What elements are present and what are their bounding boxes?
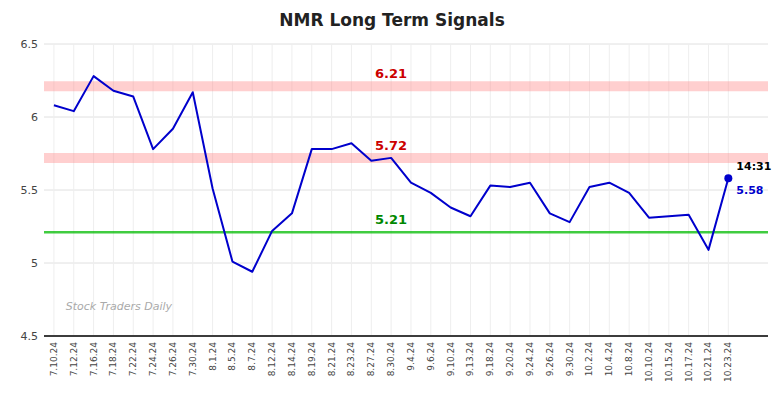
x-tick-label: 10.15.24: [664, 342, 674, 382]
last-time: 14:31: [736, 160, 771, 173]
x-tick-label: 9.6.24: [426, 342, 436, 371]
x-tick-label: 7.22.24: [128, 342, 138, 377]
x-tick-label: 7.24.24: [148, 342, 158, 377]
y-tick-label: 4.5: [21, 330, 39, 343]
grid-line: [44, 336, 768, 337]
y-tick-label: 6.5: [21, 38, 39, 51]
x-axis: [44, 335, 768, 337]
last-point: [724, 174, 732, 182]
x-tick-label: 8.12.24: [267, 342, 277, 377]
x-tick-label: 7.26.24: [168, 342, 178, 377]
x-tick-label: 10.4.24: [604, 342, 614, 377]
x-tick-label: 8.19.24: [307, 342, 317, 377]
x-tick-label: 10.8.24: [624, 342, 634, 377]
x-tick-label: 7.10.24: [49, 342, 59, 377]
reference-line: [44, 231, 768, 234]
x-tick-label: 7.30.24: [188, 342, 198, 377]
x-tick-label: 9.26.24: [545, 342, 555, 377]
title: NMR Long Term Signals: [279, 10, 505, 30]
grid: [44, 44, 768, 336]
x-tick-label: 9.10.24: [446, 342, 456, 377]
band-line: [44, 153, 768, 163]
line: [54, 76, 728, 272]
x-tick-label: 9.13.24: [465, 342, 475, 377]
x-tick-label: 10.17.24: [684, 342, 694, 382]
reference-label: 5.72: [375, 138, 407, 153]
band-line: [44, 81, 768, 91]
y-tick-label: 6: [31, 111, 38, 124]
x-tick-label: 7.16.24: [89, 342, 99, 377]
watermark: Stock Traders Daily: [66, 300, 173, 313]
x-tick-label: 7.12.24: [69, 342, 79, 377]
x-tick-label: 9.18.24: [485, 342, 495, 377]
x-tick-label: 9.30.24: [565, 342, 575, 377]
x-tick-label: 9.20.24: [505, 342, 515, 377]
x-tick-label: 8.21.24: [327, 342, 337, 377]
x-tick-label: 8.7.24: [247, 342, 257, 371]
x-tick-label: 10.2.24: [584, 342, 594, 377]
x-tick-label: 8.27.24: [366, 342, 376, 377]
plot-area: [44, 76, 768, 272]
x-tick-label: 8.1.24: [208, 342, 218, 371]
x-tick-label: 10.10.24: [644, 342, 654, 382]
x-tick-label: 9.4.24: [406, 342, 416, 371]
x-tick-label: 7.18.24: [108, 342, 118, 377]
last-value: 5.58: [736, 184, 763, 197]
x-tick-label: 9.24.24: [525, 342, 535, 377]
x-tick-label: 8.23.24: [346, 342, 356, 377]
x-tick-label: 8.14.24: [287, 342, 297, 377]
reference-label: 6.21: [375, 66, 407, 81]
x-tick-label: 10.21.24: [703, 342, 713, 382]
y-tick-label: 5: [31, 257, 38, 270]
reference-label: 5.21: [375, 212, 407, 227]
chart: NMR Long Term Signals 4.5 5 5.5 6 6.5 7.10.24 7…: [0, 0, 784, 398]
x-tick-label: 8.30.24: [386, 342, 396, 377]
x-tick-label: 8.5.24: [227, 342, 237, 371]
y-tick-label: 5.5: [21, 184, 39, 197]
x-tick-label: 10.23.24: [723, 342, 733, 382]
